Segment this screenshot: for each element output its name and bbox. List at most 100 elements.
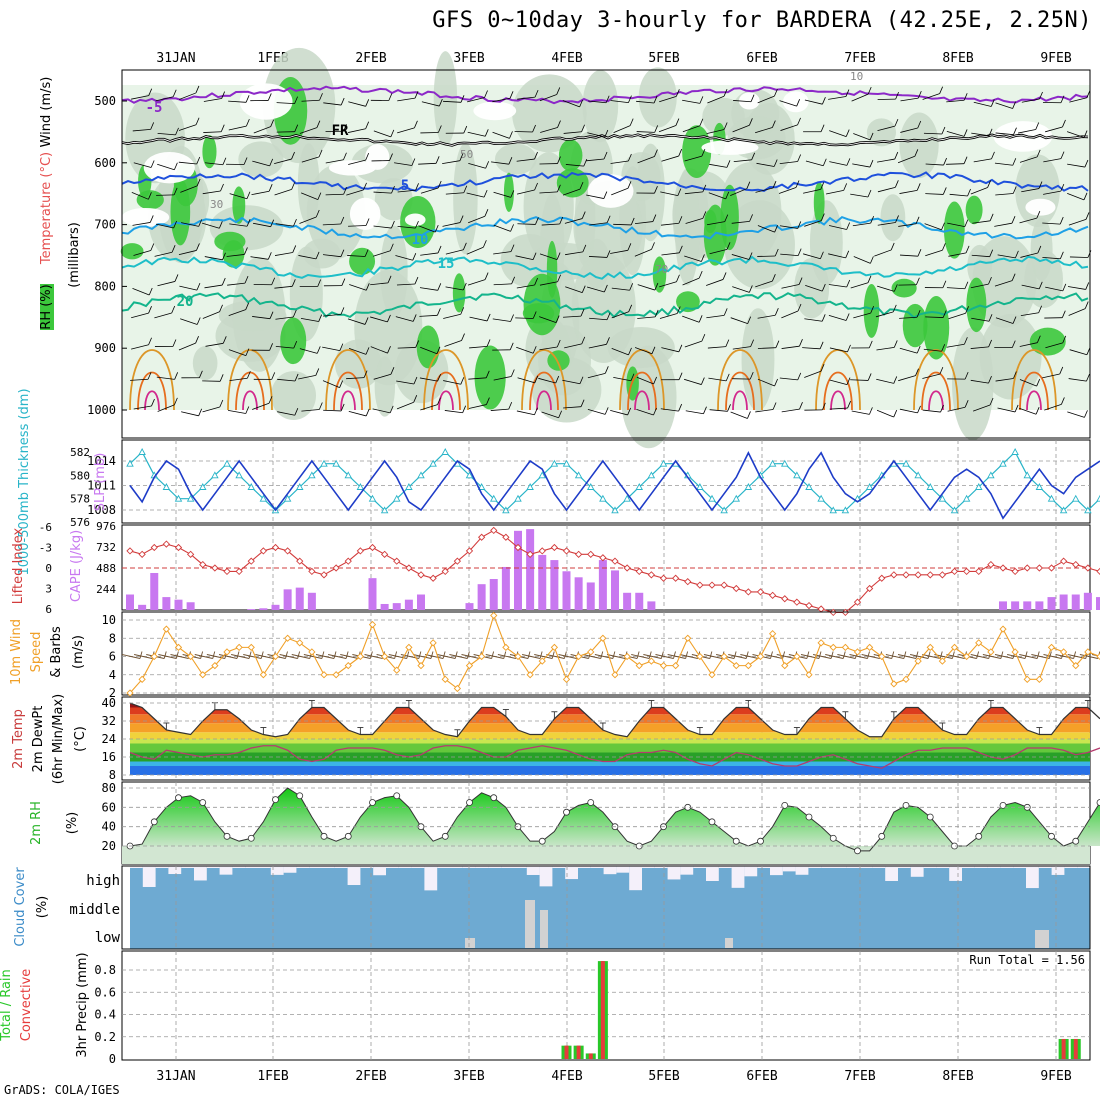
wind-barb-feather [678,148,683,157]
wind-barb-feather [389,153,393,161]
wind-barb-feather [963,156,968,164]
wind-barb [948,312,966,320]
isotherm-20 [121,292,1089,319]
wind-barb [155,223,174,229]
wind-barb-feather [463,185,468,193]
wind-barb-feather [583,158,588,167]
wind-barb [205,342,224,347]
lifted-index-marker [623,564,631,572]
wind-barb [228,309,246,317]
wind-barb [419,314,438,317]
wind-barb-feather [1036,378,1041,387]
thickness-tick-label: 578 [70,493,90,506]
temp-band [130,743,1090,753]
wind-barb-feather [269,158,274,167]
wind-barb [373,130,391,138]
wind-barb [637,316,656,319]
wind-barb [779,377,798,381]
wind-barb-feather [797,221,802,229]
isotherm-25-loop [521,349,567,411]
rh-dry-patch [349,197,381,230]
wind-barb [275,316,294,320]
wind-barb [899,408,918,414]
wind-barb-10m-feather [527,651,531,659]
wind-barb-10m [546,654,565,659]
wind-barb [445,249,464,255]
wind-barb [467,97,485,103]
wind-barb [201,222,220,229]
wind-barb-feather [1038,305,1043,313]
wind-barb [636,376,654,385]
thickness-marker [1035,483,1044,490]
wind-barb [442,222,461,227]
wind-barb-10m-feather [733,651,737,659]
wind-label-4: (m/s) [71,635,86,669]
wind-barb [444,340,462,347]
wind-barb-feather [267,93,272,101]
isotherm-30-loop [333,371,363,411]
wind-barb [493,251,512,255]
rh-mid-patch [512,74,587,153]
wind-barb [1044,404,1062,411]
cloud-high-gap [322,866,335,868]
wind-barb [276,102,295,105]
wind-barb-feather [485,161,490,169]
wind-barb-feather [867,275,872,283]
wind-barb [970,187,988,195]
wind-barb-feather [1012,316,1017,324]
wind-barb [347,255,366,257]
lifted-index-marker [429,574,437,582]
wind-barb-10m [255,654,274,659]
wind-barb [516,284,535,289]
wind-barb [684,191,703,195]
wind-barb-feather [196,317,201,325]
wind-speed-marker [938,657,947,665]
wind-barb-feather [579,376,584,384]
wind-barb [202,190,221,195]
wind-barb-feather [509,342,514,350]
wind-barb [755,280,773,288]
wind-barb [804,220,822,227]
wind-barb-feather [460,377,465,385]
wind-barb-10m [910,654,929,659]
wind-barb-feather [317,279,322,287]
wind-barb [587,408,606,415]
wind-barb-feather [987,180,991,188]
wind-barb-feather [750,339,755,347]
wind-barb [418,162,437,165]
wind-barb-10m-feather [139,651,143,659]
cloud-high-gap [795,866,809,875]
rh-mid-patch [899,112,939,179]
wind-barb-feather [629,283,634,291]
wind-barb [804,318,823,322]
wind-barb [755,409,774,413]
wind-barb-feather [771,274,776,282]
wind-barb [517,96,536,100]
wind-barb [731,220,750,224]
wind-barb [1021,188,1040,193]
rh-marker [393,792,401,800]
thickness-marker [405,483,413,490]
cape-bar [623,592,632,610]
lifted-index-marker [708,581,716,589]
wind-speed-marker [150,652,158,661]
wind-barb [467,279,486,286]
wind-barb-feather [387,275,392,283]
wind-barb-10m [158,654,177,659]
wind-barb [131,191,149,200]
wind-barb [586,286,605,293]
wind-barb-10m-feather [503,651,507,659]
wind-barb-feather [414,120,418,128]
wind-barb [370,346,388,354]
wind-barb-feather [939,86,944,94]
lifted-index-marker [490,526,498,535]
wind-barb-feather [774,308,779,316]
wind-barb [203,131,222,133]
wind-barb-feather [437,373,442,382]
cloud-high-gap [296,866,310,868]
date-label-top: 7FEB [844,51,875,66]
wind-barb-feather [509,91,514,99]
rh-mid-patch [494,143,537,175]
lifted-index-marker [271,543,280,552]
cloud-high-gap [488,866,502,868]
